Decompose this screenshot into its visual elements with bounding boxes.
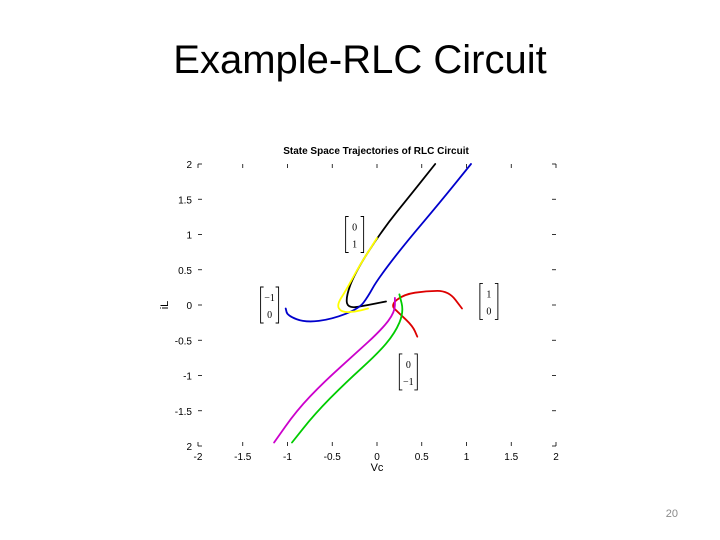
bracket-right [360, 216, 365, 253]
bracket-left [345, 216, 349, 253]
series-group [273, 163, 472, 444]
trajectory-line-2 [337, 237, 378, 313]
trajectory-line-0 [345, 163, 437, 309]
y-tick-label: -1 [183, 372, 192, 383]
bracket-right [414, 353, 418, 391]
vector-top-entry: 0 [406, 360, 411, 371]
y-tick-label: 0 [186, 301, 192, 312]
trajectory-line-5 [273, 297, 396, 444]
initial-condition-vector-1: −1 0 [260, 286, 280, 324]
x-tick-label: -1.5 [234, 452, 252, 463]
trajectory-line-1 [284, 163, 472, 323]
bracket-right [494, 283, 499, 320]
trajectory-line-3 [392, 290, 463, 338]
x-tick-label: -1 [283, 452, 292, 463]
x-tick-label: 0 [374, 452, 380, 463]
y-tick-label: 2 [186, 442, 192, 453]
x-tick-label: 0.5 [415, 452, 429, 463]
vector-bottom-entry: 1 [352, 240, 357, 251]
bracket-left [260, 286, 264, 324]
state-space-chart: State Space Trajectories of RLC Circuit … [159, 146, 559, 474]
y-tick-label: 1 [186, 231, 192, 242]
vector-top-entry: 1 [486, 289, 491, 300]
x-tick-label: 1 [464, 452, 470, 463]
y-tick-label: -0.5 [175, 336, 193, 347]
initial-condition-vector-0: 01 [345, 216, 365, 253]
x-tick-label: 1.5 [504, 452, 518, 463]
y-tick-label: -1.5 [175, 407, 193, 418]
slide-title: Example-RLC Circuit [173, 38, 547, 82]
initial-condition-vector-3: 0 −1 [398, 353, 418, 391]
tick-group: -2 -1.5 -1 -0.5 0 0.5 1 1.5 2 2 1.5 1 0.5 0 -0.5 -1 -1.5… [175, 160, 559, 463]
y-axis-label: iL [159, 301, 171, 310]
bracket-left [398, 353, 403, 391]
x-tick-label: 2 [553, 452, 559, 463]
y-tick-label: 1.5 [178, 195, 192, 206]
vector-bottom-entry: 0 [267, 310, 272, 321]
trajectory-line-4 [291, 293, 404, 444]
y-tick-label: 2 [186, 160, 192, 171]
vector-top-entry: 0 [352, 223, 357, 234]
x-tick-label: -0.5 [324, 452, 342, 463]
x-axis-label: Vc [371, 462, 384, 474]
page-number: 20 [665, 508, 678, 520]
x-tick-label: -2 [194, 452, 203, 463]
chart-title: State Space Trajectories of RLC Circuit [283, 146, 469, 157]
vector-top-entry: −1 [264, 293, 275, 304]
y-tick-label: 0.5 [178, 266, 192, 277]
bracket-left [479, 283, 483, 320]
initial-condition-vector-2: 10 [479, 283, 499, 320]
bracket-right [275, 286, 280, 324]
vector-bottom-entry: −1 [403, 377, 414, 388]
vector-bottom-entry: 0 [486, 306, 491, 317]
